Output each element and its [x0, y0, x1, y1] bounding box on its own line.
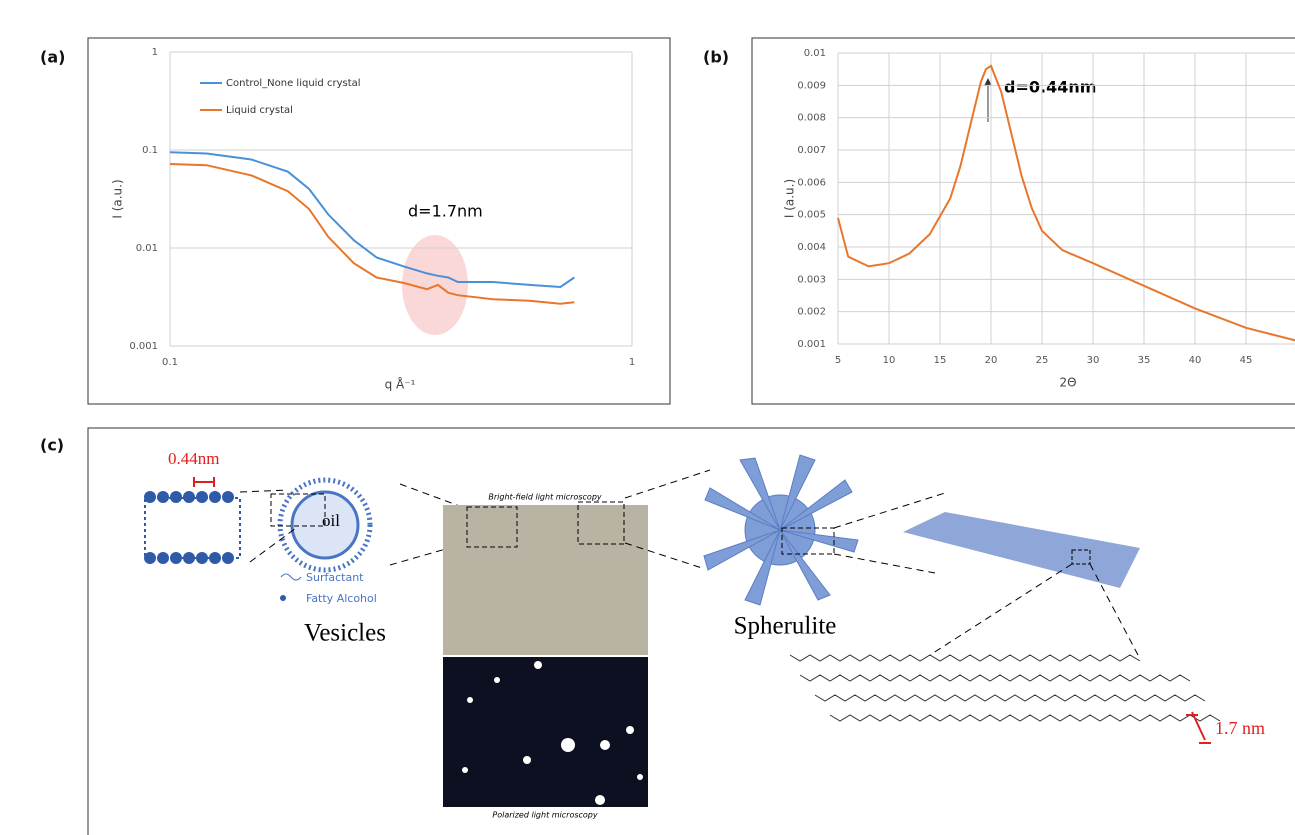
polarized-image [443, 657, 648, 807]
vesicles-label: Vesicles [304, 620, 386, 647]
y-tick-label: 0.001 [129, 341, 158, 352]
data-line [838, 66, 1295, 341]
legend-text: Surfactant [306, 571, 364, 584]
panel-label: (b) [703, 48, 729, 67]
x-tick-label: 25 [1036, 355, 1049, 366]
brightfield-image [443, 505, 648, 655]
x-axis-label: q Å⁻¹ [385, 377, 416, 392]
x-tick-label: 5 [835, 355, 841, 366]
bilayer [144, 491, 240, 564]
panel-frame [88, 38, 670, 404]
panel-label: (a) [40, 48, 65, 67]
image-caption: Polarized light microscopy [492, 811, 598, 820]
x-tick-label: 35 [1138, 355, 1151, 366]
image-caption: Bright-field light microscopy [488, 493, 602, 502]
y-tick-label: 0.003 [797, 274, 826, 285]
y-tick-label: 0.005 [797, 210, 826, 221]
panel-label: (c) [40, 436, 64, 455]
legend-text: Fatty Alcohol [306, 592, 377, 605]
y-axis-label: I (a.u.) [111, 179, 125, 218]
legend-icon [281, 574, 301, 580]
legend-text: Control_None liquid crystal [226, 78, 361, 89]
x-tick-label: 15 [934, 355, 947, 366]
annotation: d=1.7nm [408, 202, 483, 221]
y-axis-label: I (a.u.) [783, 179, 797, 218]
diagram: 0.44nm oil Surfactant Fatty Alcohol Vesi… [144, 449, 1265, 820]
x-tick-label: 45 [1240, 355, 1253, 366]
sheet [903, 512, 1140, 588]
spherulite [704, 455, 858, 605]
panel-frame [88, 428, 1295, 835]
page: (a) (b) (c) d=1.7nm d=0.44nm 0.44nm oil … [0, 0, 1295, 835]
y-tick-label: 0.006 [797, 177, 826, 188]
y-tick-label: 1 [152, 47, 158, 58]
y-tick-label: 0.004 [797, 242, 826, 253]
x-axis-label: 2Θ [1059, 376, 1076, 390]
x-tick-label: 30 [1087, 355, 1100, 366]
y-tick-label: 0.1 [142, 145, 158, 156]
data-line [170, 152, 574, 287]
y-tick-label: 0.002 [797, 307, 826, 318]
spacing-bar [194, 477, 214, 487]
x-tick-label: 0.1 [162, 357, 178, 368]
x-tick-label: 20 [985, 355, 998, 366]
y-tick-label: 0.01 [804, 48, 826, 59]
y-tick-label: 0.008 [797, 113, 826, 124]
y-tick-label: 0.007 [797, 145, 826, 156]
y-tick-label: 0.009 [797, 80, 826, 91]
spherulite-label: Spherulite [734, 613, 837, 640]
x-tick-label: 10 [883, 355, 896, 366]
legend-text: Liquid crystal [226, 105, 293, 116]
spacing-label: 1.7 nm [1215, 718, 1265, 738]
x-tick-label: 1 [629, 357, 635, 368]
molecular-structure [790, 655, 1220, 721]
y-tick-label: 0.01 [136, 243, 158, 254]
annotation: d=0.44nm [1004, 78, 1096, 97]
spacing-label: 0.44nm [168, 449, 219, 468]
figure: (a) (b) (c) d=1.7nm d=0.44nm 0.44nm oil … [0, 0, 1295, 835]
x-tick-label: 40 [1189, 355, 1202, 366]
y-tick-label: 0.001 [797, 339, 826, 350]
legend-icon [280, 595, 286, 601]
